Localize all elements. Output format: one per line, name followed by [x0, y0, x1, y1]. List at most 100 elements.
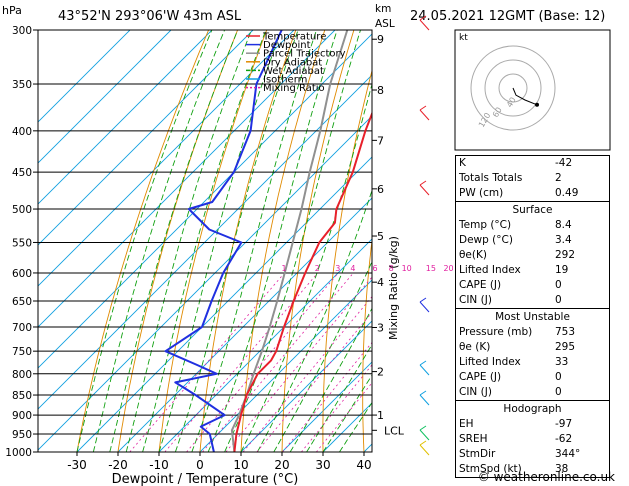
- pressure-tick-label: 450: [12, 167, 32, 179]
- hodograph-end-point: [535, 102, 539, 107]
- wind-barb-flag: [419, 297, 427, 303]
- mu-row: Lifted Index 33: [459, 356, 569, 368]
- wind-barb-flag: [419, 180, 427, 186]
- temperature-line: [233, 110, 372, 452]
- isotherm-line: [38, 30, 131, 123]
- index-row-pw: PW (cm) 0.49: [459, 187, 579, 199]
- legend-label: Temperature: [262, 32, 326, 43]
- surface-row: θe(K) 292: [459, 249, 576, 261]
- mu-row: θe (K) 295: [459, 341, 576, 353]
- km-tick-label: 2: [377, 366, 384, 379]
- isotherm-line: [240, 320, 372, 452]
- most-unstable-block: Most Unstable Pressure (mb) 753 θe (K) 295…: [456, 308, 609, 400]
- isotherm-line: [38, 30, 336, 328]
- isotherm-line: [38, 30, 172, 164]
- dry-adiabat-line: [401, 30, 441, 452]
- x-tick-label: -20: [108, 458, 128, 472]
- mixing-ratio-label: 4: [350, 264, 355, 273]
- wet-adiabat-line: [76, 30, 213, 452]
- legend-label: Dry Adiabat: [263, 57, 322, 68]
- dry-adiabat-line: [117, 30, 239, 452]
- hodograph-ring-label: 40: [505, 96, 518, 109]
- mixing-ratio-label: 3: [335, 264, 340, 273]
- wind-barb-flag: [419, 105, 427, 111]
- mixing-ratio-line: [282, 341, 372, 452]
- km-tick-label: 5: [377, 230, 384, 243]
- pressure-tick-label: 350: [12, 79, 32, 91]
- isotherm-line: [76, 156, 372, 452]
- plot-area: [38, 30, 629, 452]
- hodo-row: StmSpd (kt) 38: [459, 463, 569, 475]
- surface-title: Surface: [512, 204, 553, 216]
- wind-barb: [419, 394, 430, 406]
- x-tick-label: 0: [196, 458, 204, 472]
- mixing-ratio-label: 10: [402, 264, 412, 273]
- wind-barbs: [419, 15, 430, 456]
- surface-row: Dewp (°C) 3.4: [459, 234, 572, 246]
- km-unit-label: km: [375, 3, 391, 15]
- indices-block: K -42 Totals Totals 2 PW (cm) 0.49: [456, 156, 609, 201]
- wind-barb: [419, 184, 430, 196]
- isotherm-line: [38, 30, 295, 287]
- mixing-ratio-label: 2: [315, 264, 320, 273]
- hodo-row: EH -97: [459, 418, 573, 430]
- surface-block: Surface Temp (°C) 8.4 Dewp (°C) 3.4 θe(K) 2…: [456, 201, 609, 308]
- mixing-ratio-axis-label: Mixing Ratio (g/kg): [387, 236, 400, 340]
- pressure-tick-label: 400: [12, 126, 32, 138]
- plot-frame: [37, 29, 373, 453]
- wind-barb: [419, 429, 430, 441]
- pressure-tick-label: 650: [12, 296, 32, 308]
- legend-label: Isotherm: [263, 75, 307, 86]
- wind-barb-flag: [419, 440, 427, 446]
- lcl-label: LCL: [384, 424, 405, 437]
- km-tick-label: 8: [377, 84, 384, 97]
- dry-adiabat-line: [76, 30, 210, 452]
- index-row-k: K -42: [459, 157, 573, 169]
- mixing-ratio-line: [186, 272, 339, 452]
- pressure-unit-label: hPa: [2, 4, 22, 17]
- wet-adiabat-line: [92, 30, 226, 452]
- isotherm-line: [158, 238, 372, 452]
- x-axis-label: Dewpoint / Temperature (°C): [112, 472, 299, 486]
- x-tick-label: 40: [356, 458, 371, 472]
- index-panel: K -42 Totals Totals 2 PW (cm) 0.49 Surface …: [455, 155, 610, 478]
- legend-label: Mixing Ratio: [263, 83, 325, 94]
- wind-barb: [419, 19, 430, 31]
- most-unstable-title: Most Unstable: [495, 311, 570, 323]
- hodograph-unit-label: kt: [459, 33, 468, 43]
- hodograph-ring-label: 60: [491, 106, 504, 119]
- hodo-row: StmDir 344°: [459, 448, 581, 460]
- asl-unit-label: ASL: [375, 18, 395, 30]
- datetime-title: 24.05.2021 12GMT (Base: 12): [410, 9, 605, 24]
- surface-row: Temp (°C) 8.4: [459, 219, 572, 231]
- mixing-ratio-label: 1: [282, 264, 287, 273]
- x-tick-label: 30: [315, 458, 330, 472]
- wind-barb: [419, 364, 430, 376]
- mixing-ratio-line: [225, 276, 372, 452]
- mu-row: Pressure (mb) 753: [459, 326, 576, 338]
- pressure-tick-label: 600: [12, 268, 32, 280]
- wind-barb: [419, 444, 430, 456]
- copyright-footer: © weatheronline.co.uk: [477, 470, 615, 484]
- wind-barb-flag: [419, 390, 427, 396]
- km-tick-label: 7: [377, 134, 384, 147]
- mixing-ratio-label: 6: [372, 264, 377, 273]
- hodograph-ring: [470, 45, 556, 131]
- pressure-tick-label: 800: [12, 369, 32, 381]
- isotherm-line: [38, 115, 372, 451]
- location-title: 43°52'N 293°06'W 43m ASL: [58, 9, 242, 24]
- hodograph-frame: [454, 29, 611, 151]
- surface-row: CIN (J) 0: [459, 294, 562, 306]
- pressure-tick-label: 700: [12, 322, 32, 334]
- x-tick-label: 20: [274, 458, 289, 472]
- legend-label: Parcel Trajectory: [263, 49, 346, 60]
- pressure-tick-label: 500: [12, 204, 32, 216]
- wet-adiabat-line: [273, 260, 372, 452]
- wind-barb: [419, 109, 430, 121]
- km-tick-label: 3: [377, 321, 384, 334]
- mixing-ratio-line: [202, 272, 354, 452]
- dry-adiabat-line: [610, 30, 629, 452]
- mixing-ratio-label: 20: [443, 264, 453, 273]
